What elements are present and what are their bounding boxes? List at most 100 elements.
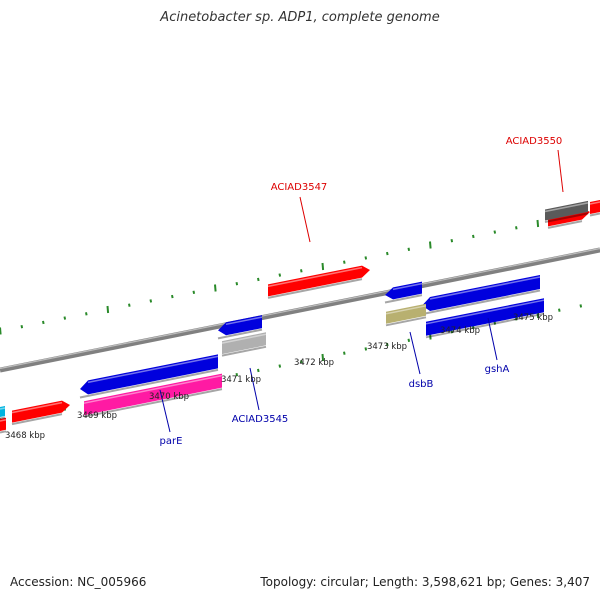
callout-line (557, 149, 564, 193)
gene-aciad3545-body[interactable] (222, 332, 266, 355)
lower-tick (321, 353, 325, 362)
kbp-label: 3475 kbp (513, 313, 553, 323)
gene-edge-left-red[interactable] (0, 417, 7, 434)
gene-label-gsha[interactable]: gshA (485, 364, 510, 375)
lower-tick (515, 317, 518, 321)
gene-edge-red[interactable] (589, 200, 600, 217)
gene-label-aciad3547[interactable]: ACIAD3547 (271, 182, 328, 193)
gene-parE[interactable] (83, 373, 223, 418)
upper-tick (472, 234, 475, 239)
kbp-label: 3474 kbp (440, 326, 480, 336)
lower-tick (343, 351, 346, 355)
gene-edge-red-shadow (589, 212, 600, 217)
gene-blue-long-shine (87, 355, 219, 384)
gene-edge-cyan-body[interactable] (0, 406, 5, 417)
gene-dsbB[interactable] (385, 303, 427, 327)
gene-parE-body[interactable] (84, 373, 222, 416)
kbp-labels: 3468 kbp 3469 kbp 3470 kbp 3471 kbp 3472 kbp… (5, 313, 553, 441)
gene-aciad3550[interactable] (544, 200, 589, 223)
upper-tick (149, 299, 153, 303)
upper-tick (343, 260, 346, 264)
upper-tick (364, 256, 368, 260)
gene-gshA-shine (425, 299, 545, 325)
gene-aciad3545-shadow (221, 345, 267, 357)
kbp-label: 3471 kbp (221, 375, 261, 385)
gene-parE-shadow (83, 388, 223, 418)
upper-tick (235, 282, 239, 286)
upper-tick (450, 239, 454, 243)
gene-edge-cyan-shine (0, 407, 6, 410)
lower-tick (407, 338, 411, 342)
gene-dsbB-arrow-shadow (384, 294, 423, 304)
gene-aciad3545[interactable] (221, 332, 267, 357)
gene-dsbB-arrow[interactable] (384, 281, 423, 304)
lower-tick (493, 321, 497, 325)
upper-tick (128, 303, 131, 307)
gene-dsbB-body[interactable] (386, 303, 426, 324)
lower-tick (235, 373, 239, 377)
lower-tick (386, 342, 389, 347)
gene-aciad3545-blue-body[interactable] (218, 315, 262, 336)
upper-tick (85, 312, 88, 316)
upper-tick (214, 284, 217, 292)
gene-left-red-body[interactable] (12, 400, 70, 423)
upper-tick (300, 269, 303, 273)
upper-tick (407, 247, 411, 251)
kbp-label: 3472 kbp (294, 358, 334, 368)
gene-gshA[interactable] (425, 298, 545, 339)
lower-tick (257, 368, 260, 373)
gene-label-aciad3550[interactable]: ACIAD3550 (506, 136, 563, 147)
gene-aciad3545-blue-shine (225, 316, 263, 326)
gene-label-aciad3545[interactable]: ACIAD3545 (232, 414, 289, 425)
callout-line (249, 367, 260, 411)
gene-aciad3550-body[interactable] (545, 200, 588, 221)
gene-label-pare[interactable]: parE (160, 436, 183, 447)
upper-tick (171, 294, 174, 299)
kbp-label: 3473 kbp (367, 342, 407, 352)
gene-dsbB-shine (385, 305, 427, 315)
backbone-highlight (0, 247, 600, 370)
gene-aciad3545-blue[interactable] (217, 315, 263, 340)
upper-tick (278, 273, 282, 277)
gene-edge-left-red-shadow (0, 430, 7, 434)
lower-tick (300, 360, 303, 364)
kbp-label: 3470 kbp (149, 392, 189, 402)
accession-text: Accession: NC_005966 (10, 575, 147, 589)
upper-tick (515, 226, 518, 230)
gene-gshA-upper[interactable] (421, 275, 541, 316)
upper-tick (20, 325, 24, 329)
gene-edge-red-shine (589, 201, 600, 205)
genome-backbone (0, 247, 600, 373)
gene-parE-shine (83, 374, 223, 404)
gene-label-dsbb[interactable]: dsbB (409, 379, 434, 390)
upper-tick (0, 327, 2, 335)
gene-blue-long-body[interactable] (80, 354, 218, 395)
upper-tick (63, 316, 67, 320)
lower-tick (558, 308, 561, 312)
gene-blue-long[interactable] (79, 354, 219, 399)
lower-tick (278, 364, 282, 368)
gene-aciad3547[interactable] (267, 265, 370, 299)
kbp-label: 3469 kbp (77, 411, 117, 421)
gene-left-red[interactable] (11, 400, 70, 426)
gene-aciad3547-body[interactable] (268, 265, 370, 297)
callout-line (159, 389, 171, 433)
gene-edge-red-body[interactable] (590, 200, 600, 214)
gene-gshA-body[interactable] (426, 298, 544, 336)
gene-callouts: ACIAD3550 ACIAD3547 ACIAD3545 parE dsbB gshA (159, 136, 564, 447)
gene-dsbB-arrow-body[interactable] (385, 281, 422, 300)
gene-gshA-upper-shine (429, 276, 541, 300)
gene-gshA-shadow (425, 312, 545, 339)
gene-edge-cyan[interactable] (0, 406, 6, 420)
gene-gshA-upper-shadow (421, 289, 541, 316)
gene-blue-long-shadow (79, 368, 219, 399)
kbp-label: 3468 kbp (5, 431, 45, 441)
gene-gshA-upper-body[interactable] (422, 275, 540, 311)
gene-dsbB-shadow (385, 316, 427, 327)
gene-features[interactable] (0, 200, 600, 434)
gene-aciad3550-shine (544, 202, 589, 213)
gene-edge-left-red-body[interactable] (0, 417, 6, 431)
gene-aciad3550-red-shadow (547, 220, 583, 229)
callout-line (409, 331, 421, 375)
